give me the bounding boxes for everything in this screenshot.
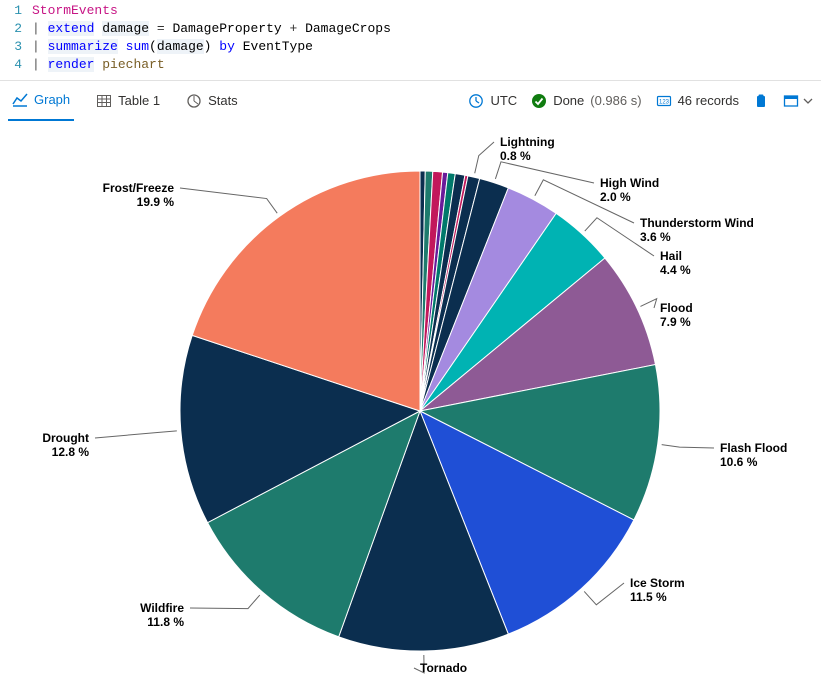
line-number: 3: [0, 38, 32, 56]
number-icon: 123: [656, 93, 672, 109]
clipboard-icon[interactable]: [753, 93, 769, 109]
code-content[interactable]: | summarize sum(damage) by EventType: [32, 38, 313, 56]
tab-table[interactable]: Table 1: [92, 81, 164, 121]
slice-name: Drought: [42, 431, 89, 445]
tab-table-label: Table 1: [118, 93, 160, 108]
leader-line: [475, 142, 494, 173]
leader-line: [495, 162, 594, 183]
slice-name: Flood: [660, 301, 693, 315]
editor-line[interactable]: 4| render piechart: [0, 56, 821, 74]
leader-line: [640, 299, 656, 308]
leader-line: [180, 188, 277, 213]
slice-name: Tornado: [420, 661, 467, 675]
slice-label: Wildfire11.8 %: [140, 601, 184, 629]
slice-label: Tornado: [420, 661, 467, 675]
pie-chart: Frost/Freeze19.9 %Drought12.8 %Wildfire1…: [0, 121, 821, 681]
slice-label: Hail4.4 %: [660, 249, 691, 277]
table-icon: [96, 93, 112, 109]
query-status: Done (0.986 s): [531, 93, 641, 109]
slice-name: Frost/Freeze: [103, 181, 174, 195]
slice-label: Flood7.9 %: [660, 301, 693, 329]
view-options-dropdown[interactable]: [783, 93, 813, 109]
slice-label: Flash Flood10.6 %: [720, 441, 787, 469]
tab-stats[interactable]: Stats: [182, 81, 242, 121]
slice-name: Lightning: [500, 135, 555, 149]
line-number: 1: [0, 2, 32, 20]
tab-stats-label: Stats: [208, 93, 238, 108]
slice-percent: 0.8 %: [500, 149, 555, 163]
slice-label: Frost/Freeze19.9 %: [103, 181, 174, 209]
slice-name: Thunderstorm Wind: [640, 216, 754, 230]
result-tabbar: Graph Table 1 Stats UTC Done (0.986 s): [0, 81, 821, 121]
slice-name: Ice Storm: [630, 576, 685, 590]
tab-graph-label: Graph: [34, 92, 70, 107]
code-content[interactable]: | extend damage = DamageProperty + Damag…: [32, 20, 391, 38]
slice-name: Flash Flood: [720, 441, 787, 455]
slice-label: Thunderstorm Wind3.6 %: [640, 216, 754, 244]
slice-percent: 4.4 %: [660, 263, 691, 277]
leader-line: [95, 431, 177, 438]
slice-percent: 2.0 %: [600, 190, 659, 204]
svg-text:123: 123: [659, 99, 670, 105]
timezone-label: UTC: [490, 93, 517, 108]
tab-graph[interactable]: Graph: [8, 81, 74, 121]
slice-label: Drought12.8 %: [42, 431, 89, 459]
slice-percent: 10.6 %: [720, 455, 787, 469]
query-editor[interactable]: 1StormEvents2| extend damage = DamagePro…: [0, 0, 821, 81]
slice-percent: 3.6 %: [640, 230, 754, 244]
record-count: 123 46 records: [656, 93, 739, 109]
slice-label: Ice Storm11.5 %: [630, 576, 685, 604]
status-done-time: (0.986 s): [590, 93, 641, 108]
leader-line: [190, 595, 260, 609]
slice-name: Hail: [660, 249, 682, 263]
status-done-label: Done: [553, 93, 584, 108]
editor-line[interactable]: 3| summarize sum(damage) by EventType: [0, 38, 821, 56]
code-content[interactable]: StormEvents: [32, 2, 118, 20]
slice-percent: 19.9 %: [103, 195, 174, 209]
record-count-label: 46 records: [678, 93, 739, 108]
slice-percent: 11.5 %: [630, 590, 685, 604]
chevron-down-icon: [803, 93, 813, 109]
editor-line[interactable]: 2| extend damage = DamageProperty + Dama…: [0, 20, 821, 38]
panel-icon: [783, 93, 799, 109]
code-content[interactable]: | render piechart: [32, 56, 165, 74]
slice-name: High Wind: [600, 176, 659, 190]
check-circle-icon: [531, 93, 547, 109]
leader-line: [662, 445, 714, 448]
timezone-selector[interactable]: UTC: [468, 93, 517, 109]
slice-percent: 12.8 %: [42, 445, 89, 459]
slice-label: High Wind2.0 %: [600, 176, 659, 204]
slice-percent: 7.9 %: [660, 315, 693, 329]
editor-line[interactable]: 1StormEvents: [0, 2, 821, 20]
stats-icon: [186, 93, 202, 109]
clock-icon: [468, 93, 484, 109]
slice-name: Wildfire: [140, 601, 184, 615]
line-number: 2: [0, 20, 32, 38]
chart-line-icon: [12, 92, 28, 108]
line-number: 4: [0, 56, 32, 74]
slice-percent: 11.8 %: [140, 615, 184, 629]
leader-line: [584, 583, 624, 605]
slice-label: Lightning0.8 %: [500, 135, 555, 163]
